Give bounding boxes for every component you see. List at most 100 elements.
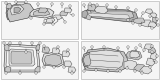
Circle shape [142,12,144,14]
Circle shape [37,51,39,53]
Circle shape [72,14,74,16]
Circle shape [30,17,32,19]
Circle shape [39,42,41,44]
Circle shape [115,6,117,8]
Circle shape [157,24,159,26]
Polygon shape [42,52,64,67]
Polygon shape [150,52,157,60]
Polygon shape [130,51,140,58]
Polygon shape [82,10,88,18]
Circle shape [151,45,153,47]
Polygon shape [82,52,92,68]
Polygon shape [38,8,48,13]
Circle shape [53,66,55,68]
Polygon shape [14,7,21,13]
Circle shape [25,1,27,3]
Polygon shape [64,61,72,67]
Polygon shape [84,48,128,72]
Polygon shape [81,1,159,39]
Circle shape [96,4,98,6]
Circle shape [126,67,128,69]
Circle shape [135,47,137,49]
Circle shape [83,4,85,6]
Polygon shape [33,10,50,16]
Polygon shape [6,46,38,70]
Circle shape [64,21,66,23]
Circle shape [107,70,109,72]
Polygon shape [44,54,62,66]
Circle shape [31,42,33,44]
Circle shape [106,4,108,6]
Polygon shape [88,13,130,19]
Polygon shape [134,64,146,72]
Circle shape [141,72,143,74]
Polygon shape [84,10,92,20]
Polygon shape [46,18,55,23]
Circle shape [63,66,65,68]
Polygon shape [10,5,24,15]
Polygon shape [140,66,152,74]
Circle shape [91,46,93,48]
Circle shape [5,72,7,74]
Circle shape [25,51,27,53]
Circle shape [139,24,141,26]
Circle shape [119,70,121,72]
Polygon shape [132,18,145,24]
Polygon shape [83,54,91,66]
Circle shape [132,22,134,24]
Circle shape [149,15,151,17]
Circle shape [57,46,59,48]
Polygon shape [7,3,34,22]
Polygon shape [62,51,70,57]
Circle shape [5,2,7,4]
Circle shape [43,23,45,25]
Polygon shape [9,49,35,66]
Polygon shape [126,50,142,60]
Circle shape [117,47,119,49]
Circle shape [155,61,157,63]
Polygon shape [6,6,14,20]
Circle shape [19,42,21,44]
Polygon shape [124,60,138,70]
Circle shape [95,69,97,71]
Polygon shape [150,13,157,18]
Polygon shape [60,11,68,16]
Polygon shape [144,44,153,50]
Circle shape [67,49,69,51]
Circle shape [139,44,141,46]
Circle shape [35,72,37,74]
Circle shape [69,5,71,7]
Circle shape [151,51,153,53]
Polygon shape [145,9,153,14]
Polygon shape [4,44,40,72]
Polygon shape [42,47,50,53]
Polygon shape [1,1,78,39]
Circle shape [127,46,129,48]
Circle shape [135,9,137,11]
Polygon shape [64,8,72,13]
Polygon shape [4,44,9,51]
Circle shape [83,47,85,49]
Circle shape [89,3,91,5]
Circle shape [15,1,17,3]
Circle shape [9,42,11,44]
Polygon shape [88,4,96,11]
Polygon shape [52,48,60,54]
Polygon shape [84,8,138,22]
Polygon shape [152,17,158,23]
Polygon shape [81,41,159,79]
Circle shape [134,70,136,72]
Circle shape [3,42,5,44]
Circle shape [43,45,45,47]
Circle shape [51,3,53,5]
Polygon shape [146,58,155,66]
Circle shape [151,27,153,29]
Circle shape [127,7,129,9]
Circle shape [127,19,129,21]
Circle shape [103,46,105,48]
Polygon shape [94,6,108,14]
Polygon shape [52,15,62,20]
Circle shape [43,66,45,68]
Polygon shape [30,8,54,18]
Polygon shape [16,2,26,5]
